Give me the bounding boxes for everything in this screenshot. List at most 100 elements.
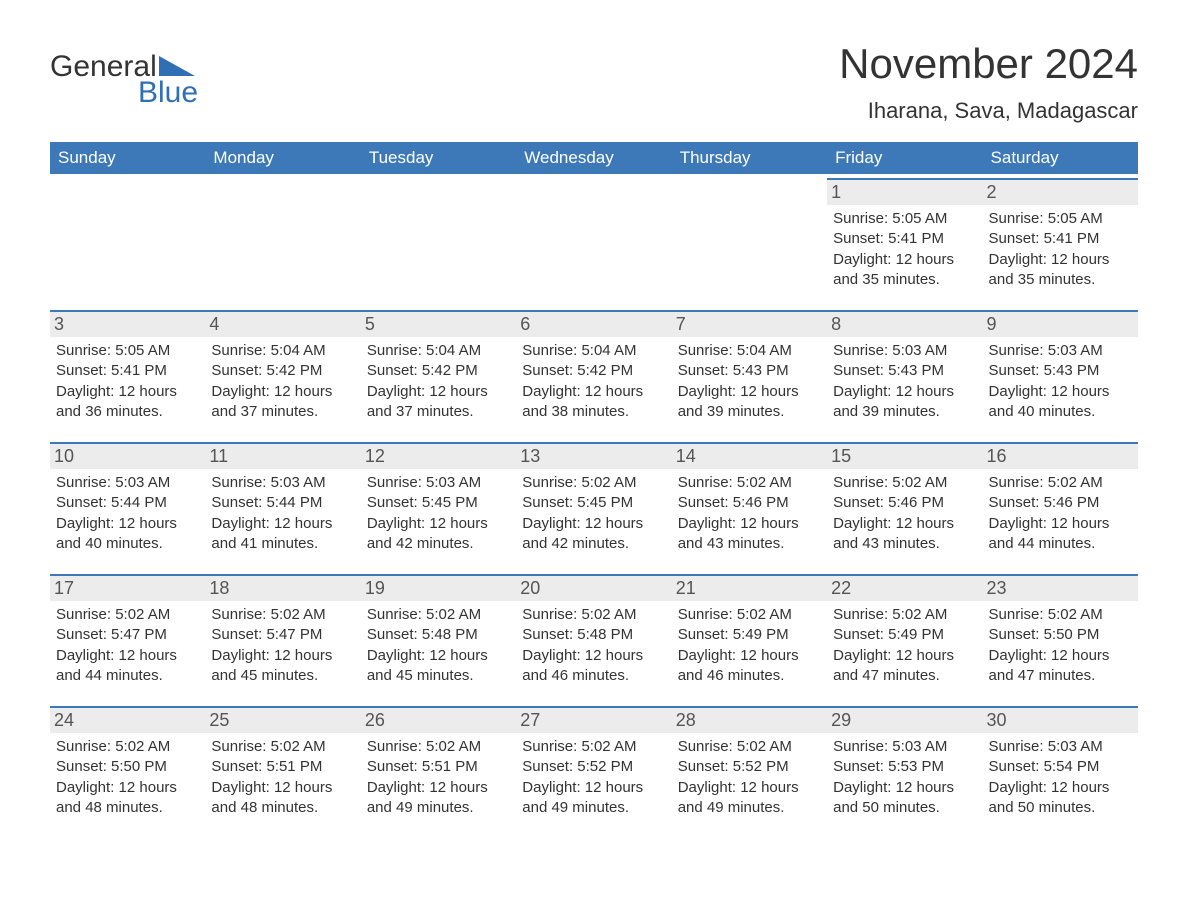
daylight-line2: and 43 minutes. <box>678 534 821 554</box>
sunset-text: Sunset: 5:46 PM <box>833 493 976 513</box>
day-info: Sunrise: 5:02 AMSunset: 5:49 PMDaylight:… <box>833 605 976 686</box>
day-cell: 16Sunrise: 5:02 AMSunset: 5:46 PMDayligh… <box>983 442 1138 570</box>
daylight-line2: and 44 minutes. <box>989 534 1132 554</box>
daylight-line1: Daylight: 12 hours <box>56 646 199 666</box>
daylight-line2: and 41 minutes. <box>211 534 354 554</box>
sunset-text: Sunset: 5:51 PM <box>367 757 510 777</box>
day-number: 25 <box>205 708 360 733</box>
sunrise-text: Sunrise: 5:03 AM <box>989 341 1132 361</box>
week-row: 10Sunrise: 5:03 AMSunset: 5:44 PMDayligh… <box>50 442 1138 570</box>
day-cell: 12Sunrise: 5:03 AMSunset: 5:45 PMDayligh… <box>361 442 516 570</box>
day-info: Sunrise: 5:04 AMSunset: 5:43 PMDaylight:… <box>678 341 821 422</box>
daylight-line1: Daylight: 12 hours <box>211 778 354 798</box>
day-info: Sunrise: 5:02 AMSunset: 5:46 PMDaylight:… <box>833 473 976 554</box>
day-cell: 21 Sunrise: 5:02 AMSunset: 5:49 PMDayligh… <box>672 574 827 702</box>
sunset-text: Sunset: 5:52 PM <box>522 757 665 777</box>
sunset-text: Sunset: 5:52 PM <box>678 757 821 777</box>
day-cell: 22Sunrise: 5:02 AMSunset: 5:49 PMDayligh… <box>827 574 982 702</box>
sunrise-text: Sunrise: 5:03 AM <box>56 473 199 493</box>
daylight-line1: Daylight: 12 hours <box>211 646 354 666</box>
day-cell: 1Sunrise: 5:05 AMSunset: 5:41 PMDaylight… <box>827 178 982 306</box>
day-number: 23 <box>983 576 1138 601</box>
daylight-line1: Daylight: 12 hours <box>989 250 1132 270</box>
sunrise-text: Sunrise: 5:04 AM <box>678 341 821 361</box>
day-number: 11 <box>205 444 360 469</box>
day-info: Sunrise: 5:04 AMSunset: 5:42 PMDaylight:… <box>367 341 510 422</box>
calendar: SundayMondayTuesdayWednesdayThursdayFrid… <box>50 142 1138 834</box>
sunset-text: Sunset: 5:45 PM <box>367 493 510 513</box>
sunrise-text: Sunrise: 5:02 AM <box>367 605 510 625</box>
month-title: November 2024 <box>839 40 1138 88</box>
day-cell: 26Sunrise: 5:02 AMSunset: 5:51 PMDayligh… <box>361 706 516 834</box>
day-number: 24 <box>50 708 205 733</box>
day-number: 17 <box>50 576 205 601</box>
sunrise-text: Sunrise: 5:02 AM <box>989 473 1132 493</box>
sunset-text: Sunset: 5:47 PM <box>211 625 354 645</box>
day-number: 9 <box>983 312 1138 337</box>
weekday-header-cell: Saturday <box>983 142 1138 174</box>
sunset-text: Sunset: 5:44 PM <box>56 493 199 513</box>
daylight-line1: Daylight: 12 hours <box>367 778 510 798</box>
day-number: 4 <box>205 312 360 337</box>
day-number: 13 <box>516 444 671 469</box>
sunrise-text: Sunrise: 5:02 AM <box>678 473 821 493</box>
day-info: Sunrise: 5:05 AMSunset: 5:41 PMDaylight:… <box>989 209 1132 290</box>
day-number: 3 <box>50 312 205 337</box>
daylight-line1: Daylight: 12 hours <box>989 646 1132 666</box>
sunset-text: Sunset: 5:50 PM <box>56 757 199 777</box>
day-info: Sunrise: 5:02 AMSunset: 5:46 PMDaylight:… <box>989 473 1132 554</box>
day-cell: 28Sunrise: 5:02 AMSunset: 5:52 PMDayligh… <box>672 706 827 834</box>
logo-text-blue: Blue <box>138 76 198 110</box>
daylight-line2: and 38 minutes. <box>522 402 665 422</box>
daylight-line2: and 37 minutes. <box>367 402 510 422</box>
sunset-text: Sunset: 5:49 PM <box>678 625 821 645</box>
sunset-text: Sunset: 5:42 PM <box>211 361 354 381</box>
daylight-line1: Daylight: 12 hours <box>522 382 665 402</box>
sunrise-text: Sunrise: 5:02 AM <box>211 605 354 625</box>
weekday-header-cell: Tuesday <box>361 142 516 174</box>
daylight-line2: and 49 minutes. <box>678 798 821 818</box>
day-info: Sunrise: 5:03 AMSunset: 5:54 PMDaylight:… <box>989 737 1132 818</box>
daylight-line1: Daylight: 12 hours <box>522 514 665 534</box>
day-number: 10 <box>50 444 205 469</box>
day-cell: 3Sunrise: 5:05 AMSunset: 5:41 PMDaylight… <box>50 310 205 438</box>
sunrise-text: Sunrise: 5:04 AM <box>211 341 354 361</box>
day-info: Sunrise: 5:02 AMSunset: 5:51 PMDaylight:… <box>211 737 354 818</box>
weekday-header-row: SundayMondayTuesdayWednesdayThursdayFrid… <box>50 142 1138 174</box>
daylight-line1: Daylight: 12 hours <box>56 382 199 402</box>
daylight-line2: and 35 minutes. <box>989 270 1132 290</box>
day-cell <box>361 178 516 306</box>
sunset-text: Sunset: 5:54 PM <box>989 757 1132 777</box>
sunrise-text: Sunrise: 5:04 AM <box>522 341 665 361</box>
day-cell: 5Sunrise: 5:04 AMSunset: 5:42 PMDaylight… <box>361 310 516 438</box>
daylight-line1: Daylight: 12 hours <box>56 778 199 798</box>
day-info: Sunrise: 5:02 AMSunset: 5:49 PMDaylight:… <box>678 605 821 686</box>
week-row: 24Sunrise: 5:02 AMSunset: 5:50 PMDayligh… <box>50 706 1138 834</box>
daylight-line1: Daylight: 12 hours <box>833 250 976 270</box>
sunset-text: Sunset: 5:42 PM <box>367 361 510 381</box>
daylight-line2: and 46 minutes. <box>678 666 821 686</box>
weekday-header-cell: Thursday <box>672 142 827 174</box>
day-info: Sunrise: 5:05 AMSunset: 5:41 PMDaylight:… <box>833 209 976 290</box>
day-number: 30 <box>983 708 1138 733</box>
day-info: Sunrise: 5:02 AMSunset: 5:45 PMDaylight:… <box>522 473 665 554</box>
day-info: Sunrise: 5:02 AMSunset: 5:48 PMDaylight:… <box>367 605 510 686</box>
daylight-line1: Daylight: 12 hours <box>211 382 354 402</box>
day-number: 29 <box>827 708 982 733</box>
day-cell: 4 Sunrise: 5:04 AMSunset: 5:42 PMDaylight… <box>205 310 360 438</box>
sunrise-text: Sunrise: 5:02 AM <box>56 737 199 757</box>
daylight-line2: and 37 minutes. <box>211 402 354 422</box>
week-row: 1Sunrise: 5:05 AMSunset: 5:41 PMDaylight… <box>50 178 1138 306</box>
logo-triangle-icon <box>159 56 195 76</box>
sunrise-text: Sunrise: 5:03 AM <box>833 341 976 361</box>
day-number: 15 <box>827 444 982 469</box>
daylight-line2: and 46 minutes. <box>522 666 665 686</box>
day-cell: 24 Sunrise: 5:02 AMSunset: 5:50 PMDayligh… <box>50 706 205 834</box>
sunrise-text: Sunrise: 5:02 AM <box>522 605 665 625</box>
sunrise-text: Sunrise: 5:02 AM <box>678 605 821 625</box>
sunset-text: Sunset: 5:49 PM <box>833 625 976 645</box>
title-block: November 2024 Iharana, Sava, Madagascar <box>839 40 1138 124</box>
sunrise-text: Sunrise: 5:03 AM <box>211 473 354 493</box>
sunset-text: Sunset: 5:47 PM <box>56 625 199 645</box>
day-number: 21 <box>672 576 827 601</box>
